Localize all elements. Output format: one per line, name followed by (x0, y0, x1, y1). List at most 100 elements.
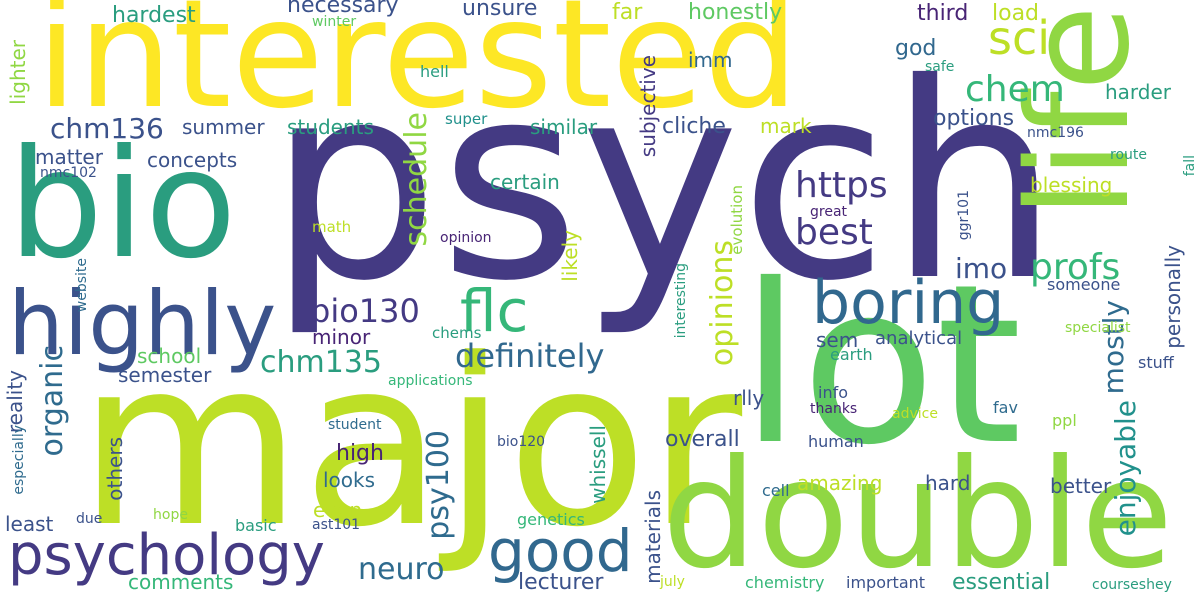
word-bio130: bio130 (310, 292, 420, 330)
word-july: july (660, 574, 685, 590)
word-personally: personally (1161, 245, 1185, 349)
word-stuff: stuff (1138, 353, 1174, 372)
word-flc: flc (460, 277, 529, 345)
word-lot: lot (740, 237, 1022, 493)
word-analytical: analytical (875, 328, 963, 349)
word-highly: highly (8, 272, 277, 375)
word-ggr101: ggr101 (956, 190, 972, 241)
word-high: high (336, 441, 384, 466)
word-good: good (488, 517, 633, 585)
word-bio120: bio120 (497, 434, 546, 450)
word-super: super (445, 110, 488, 128)
word-route: route (1110, 147, 1147, 163)
word-better: better (1050, 474, 1112, 498)
word-load: load (992, 1, 1040, 26)
word-hard: hard (925, 471, 971, 495)
word-psychology: psychology (8, 523, 325, 588)
word-fall: fall (1182, 155, 1198, 177)
word-math: math (312, 218, 352, 236)
word-essential: essential (952, 570, 1051, 595)
word-lecturer: lecturer (518, 570, 604, 595)
word-definitely: definitely (455, 337, 605, 375)
word-summer: summer (182, 115, 265, 139)
word-interesting: interesting (673, 263, 689, 339)
word-psy100: psy100 (421, 430, 456, 540)
word-opinions: opinions (705, 240, 740, 367)
word-god: god (895, 36, 937, 61)
word-semester: semester (118, 363, 212, 387)
word-honestly: honestly (688, 0, 783, 25)
word-evolution: evolution (728, 185, 746, 255)
word-likely: likely (558, 230, 582, 282)
word-info: info (818, 383, 849, 402)
word-chm136: chm136 (50, 112, 164, 145)
word-someone: someone (1047, 275, 1121, 294)
word-important: important (846, 573, 926, 592)
word-due: due (76, 511, 103, 527)
word-overall: overall (665, 427, 740, 452)
word-safe: safe (925, 59, 955, 75)
word-others: others (103, 437, 127, 501)
word-third: third (917, 1, 969, 26)
word-basic: basic (235, 516, 277, 535)
word-nmc102: nmc102 (40, 165, 97, 181)
word-thanks: thanks (810, 401, 858, 417)
word-ppl: ppl (1052, 411, 1077, 430)
word-enjoyable: enjoyable (1109, 400, 1142, 537)
word-unsure: unsure (462, 0, 538, 21)
word-nmc196: nmc196 (1027, 125, 1084, 141)
word-least: least (5, 512, 54, 536)
word-materials: materials (641, 490, 665, 584)
word-mark: mark (760, 114, 812, 138)
word-subjective: subjective (636, 55, 660, 158)
word-schedule: schedule (399, 112, 434, 247)
word-major: major (78, 311, 743, 578)
word-opinion: opinion (440, 230, 492, 246)
word-organic: organic (35, 345, 70, 457)
word-bio: bio (8, 118, 237, 292)
word-sci: sci (988, 11, 1051, 65)
word-certain: certain (490, 170, 560, 194)
word-amazing: amazing (797, 471, 883, 495)
word-https: https (795, 165, 888, 206)
word-far: far (612, 0, 643, 25)
word-student: student (328, 417, 382, 433)
word-concepts: concepts (147, 148, 238, 172)
word-blessing: blessing (1030, 173, 1113, 197)
word-chem: chem (965, 69, 1065, 110)
word-cell: cell (762, 481, 790, 500)
word-interested: interested (36, 0, 799, 142)
word-matter: matter (35, 145, 103, 169)
word-options: options (933, 106, 1015, 131)
word-cliche: cliche (662, 114, 726, 139)
word-boring: boring (812, 268, 1005, 338)
word-great: great (810, 204, 848, 220)
word-similar: similar (530, 115, 598, 139)
word-especially: especially (11, 425, 27, 495)
word-rlly: rlly (733, 386, 765, 410)
word-reality: reality (3, 370, 27, 434)
word-hope: hope (153, 507, 188, 523)
word-hardest: hardest (112, 3, 196, 28)
word-school: school (137, 344, 202, 368)
word-lighter: lighter (6, 40, 30, 105)
word-human: human (808, 432, 864, 451)
word-even: even (313, 498, 363, 522)
word-imm: imm (688, 48, 733, 72)
word-chm135: chm135 (260, 345, 382, 380)
word-profs: profs (1030, 247, 1121, 288)
word-specialist: specialist (1065, 320, 1131, 336)
word-courseshey: courseshey (1092, 577, 1172, 593)
word-fav: fav (993, 398, 1018, 417)
word-comments: comments (128, 570, 234, 594)
word-chems: chems (432, 324, 482, 342)
word-mostly: mostly (1097, 300, 1130, 395)
word-harder: harder (1105, 80, 1172, 104)
word-whissell: whissell (586, 425, 610, 504)
word-sem: sem (816, 328, 859, 352)
word-double: double (662, 428, 1174, 600)
word-applications: applications (388, 373, 473, 389)
word-genetics: genetics (517, 510, 585, 529)
word-chemistry: chemistry (745, 573, 825, 592)
